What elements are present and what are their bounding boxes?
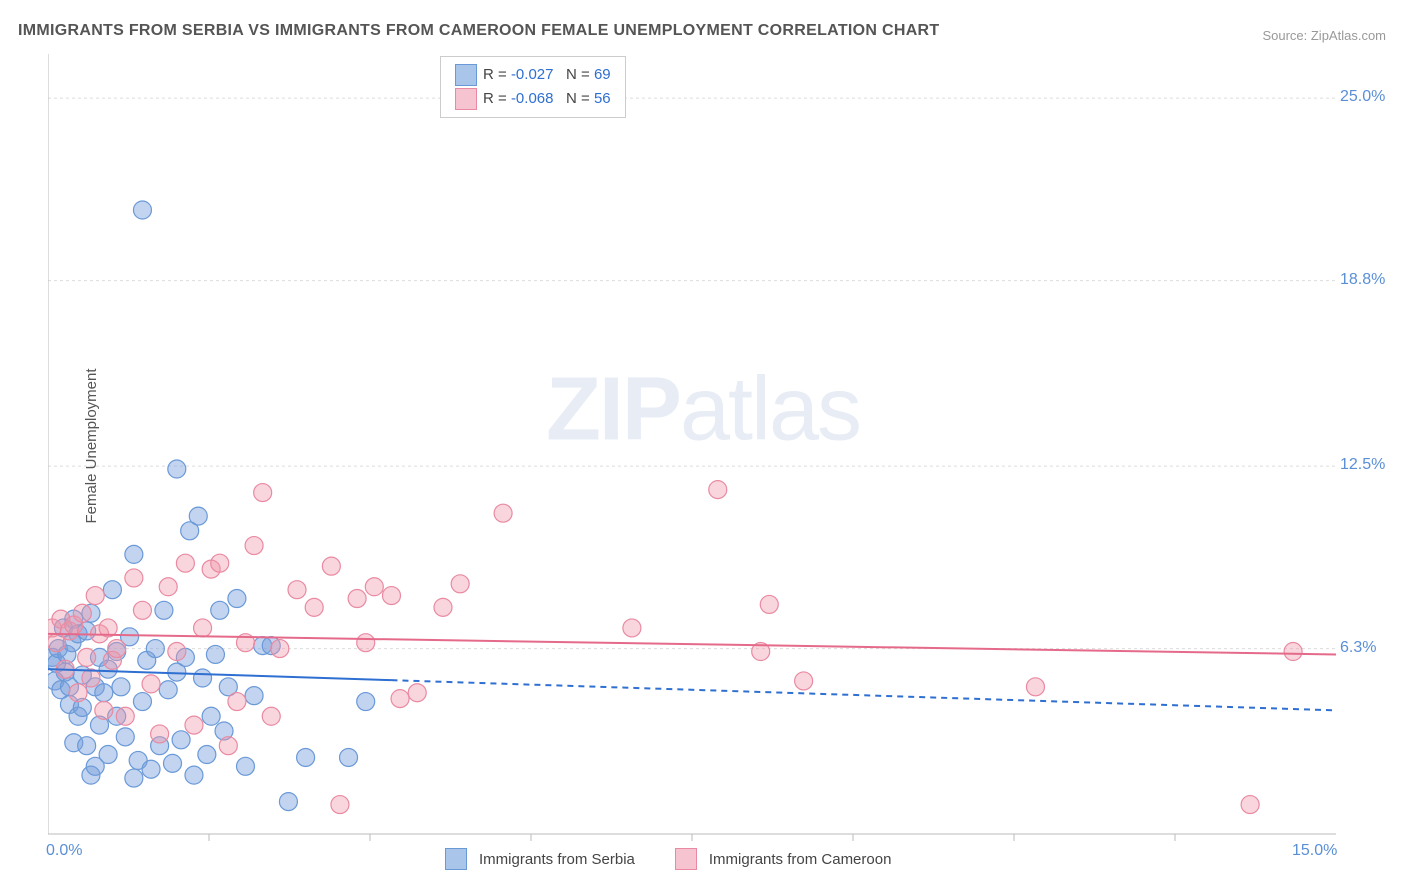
legend-stat-row: R = -0.027 N = 69 [455, 63, 611, 87]
x-axis-min-label: 0.0% [46, 842, 82, 860]
series-legend: Immigrants from Serbia Immigrants from Ca… [445, 848, 931, 870]
y-grid-label: 18.8% [1340, 271, 1385, 289]
source-attribution: Source: ZipAtlas.com [1262, 28, 1386, 43]
scatter-chart [48, 54, 1388, 864]
legend-stat-row: R = -0.068 N = 56 [455, 87, 611, 111]
y-grid-label: 12.5% [1340, 456, 1385, 474]
legend-series-item: Immigrants from Cameroon [675, 848, 892, 870]
chart-title: IMMIGRANTS FROM SERBIA VS IMMIGRANTS FRO… [18, 22, 939, 40]
x-axis-max-label: 15.0% [1292, 842, 1337, 860]
y-grid-label: 25.0% [1340, 88, 1385, 106]
legend-series-item: Immigrants from Serbia [445, 848, 635, 870]
y-grid-label: 6.3% [1340, 639, 1376, 657]
stats-legend: R = -0.027 N = 69R = -0.068 N = 56 [440, 56, 626, 118]
